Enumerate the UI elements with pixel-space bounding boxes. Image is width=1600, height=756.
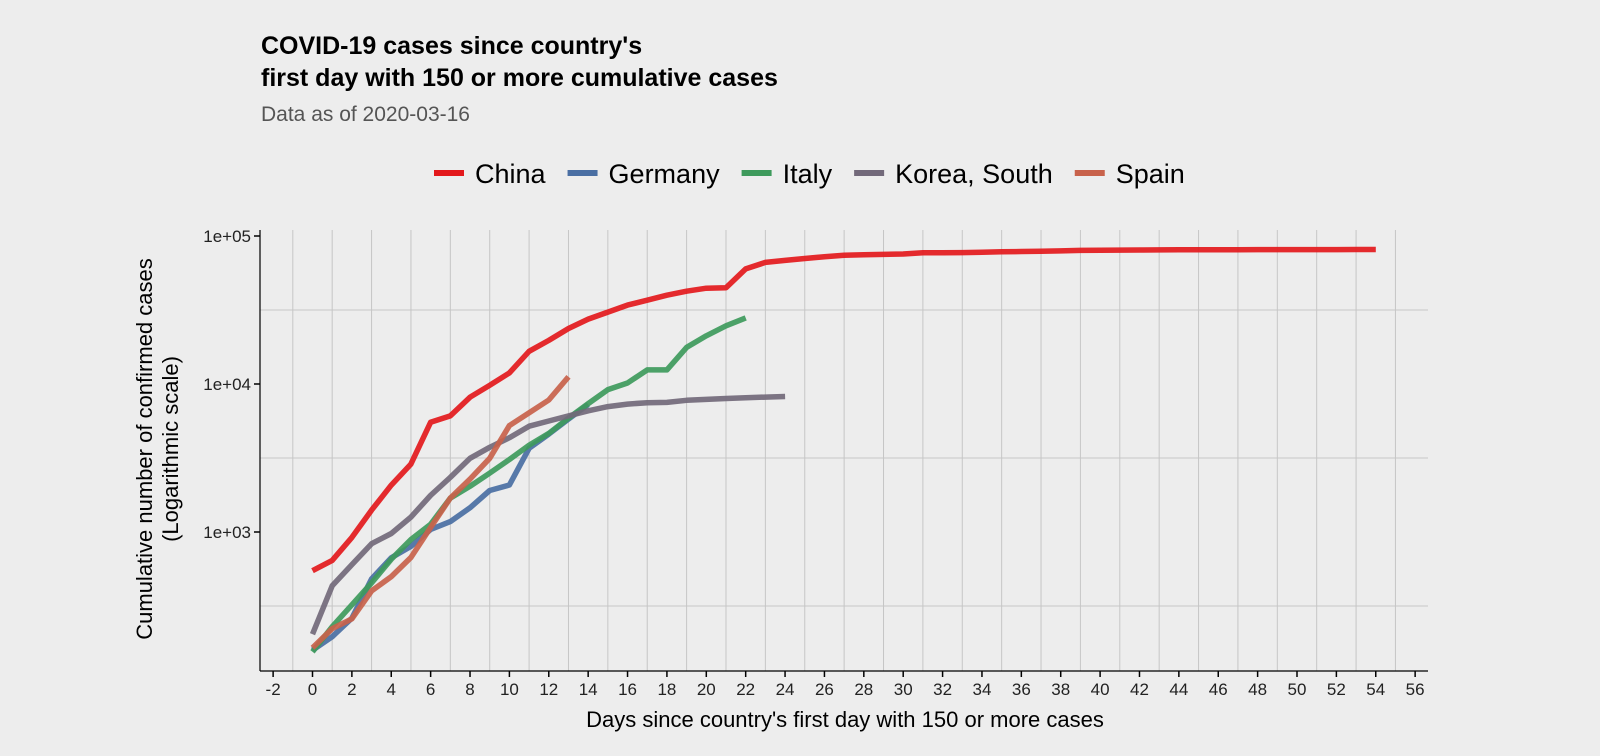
x-tick-label: 36 xyxy=(1012,680,1031,699)
x-tick-label: 46 xyxy=(1209,680,1228,699)
y-tick-label: 1e+05 xyxy=(203,227,251,246)
series-line-china xyxy=(311,246,1376,574)
x-tick-label: 12 xyxy=(539,680,558,699)
series-line-korea-south xyxy=(309,393,786,636)
y-tick-label: 1e+04 xyxy=(203,375,251,394)
x-tick-label: 8 xyxy=(465,680,474,699)
x-tick-label: 2 xyxy=(347,680,356,699)
legend-label: Italy xyxy=(783,159,833,189)
x-tick-label: 22 xyxy=(736,680,755,699)
y-axis-title-line-2: (Logarithmic scale) xyxy=(158,356,183,542)
series-line-italy xyxy=(310,315,747,654)
y-tick-label: 1e+03 xyxy=(203,523,251,542)
x-tick-label: 40 xyxy=(1091,680,1110,699)
x-tick-label: 20 xyxy=(697,680,716,699)
grid xyxy=(260,230,1428,671)
x-tick-label: 4 xyxy=(387,680,396,699)
x-tick-label: 44 xyxy=(1169,680,1188,699)
x-tick-label: 48 xyxy=(1248,680,1267,699)
legend-label: Germany xyxy=(609,159,721,189)
x-tick-label: 0 xyxy=(308,680,317,699)
x-tick-label: -2 xyxy=(266,680,281,699)
x-tick-label: 6 xyxy=(426,680,435,699)
x-tick-label: 14 xyxy=(579,680,598,699)
legend: China Germany Italy Korea, South Spain xyxy=(434,159,1185,189)
x-tick-label: 38 xyxy=(1051,680,1070,699)
x-axis-title: Days since country's first day with 150 … xyxy=(586,707,1104,732)
axes: -2 0 2 4 6 8 10 12 14 16 18 20 22 24 26 28 30 32 34 36 38 40 4… xyxy=(203,227,1428,699)
x-tick-label: 18 xyxy=(657,680,676,699)
y-axis-title-line-1: Cumulative number of confirmed cases xyxy=(132,258,157,640)
x-tick-label: 16 xyxy=(618,680,637,699)
x-tick-label: 30 xyxy=(894,680,913,699)
x-tick-label: 50 xyxy=(1288,680,1307,699)
x-tick-label: 52 xyxy=(1327,680,1346,699)
series-line-spain xyxy=(310,375,571,650)
x-tick-label: 28 xyxy=(854,680,873,699)
x-tick-label: 56 xyxy=(1406,680,1425,699)
x-tick-label: 24 xyxy=(776,680,795,699)
x-tick-label: 32 xyxy=(933,680,952,699)
legend-label: Korea, South xyxy=(895,159,1053,189)
x-tick-label: 42 xyxy=(1130,680,1149,699)
x-tick-label: 54 xyxy=(1366,680,1385,699)
legend-label: China xyxy=(475,159,547,189)
chart-title-line-2: first day with 150 or more cumulative ca… xyxy=(261,64,778,92)
legend-label: Spain xyxy=(1116,159,1185,189)
x-tick-label: 26 xyxy=(815,680,834,699)
x-tick-label: 10 xyxy=(500,680,519,699)
chart-title-line-1: COVID-19 cases since country's xyxy=(261,32,642,60)
chart-subtitle: Data as of 2020-03-16 xyxy=(261,103,470,126)
series-lines xyxy=(309,246,1376,654)
x-tick-label: 34 xyxy=(972,680,991,699)
